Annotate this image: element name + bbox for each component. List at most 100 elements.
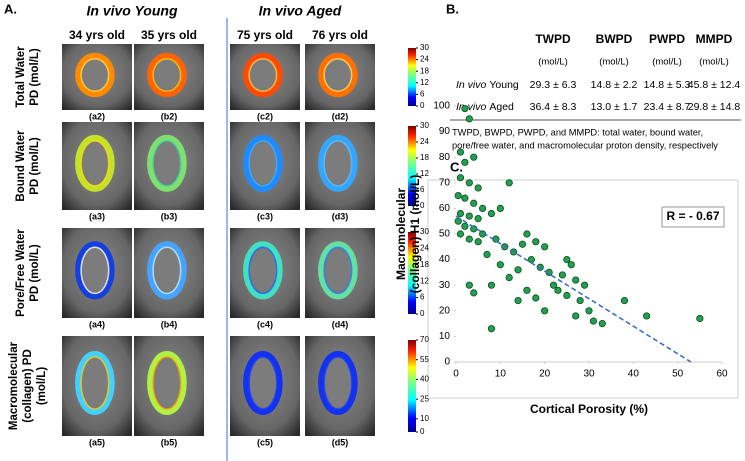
y-tick-label: 40 bbox=[439, 254, 451, 265]
x-tick-label: 40 bbox=[628, 369, 640, 380]
marrow bbox=[326, 60, 350, 90]
table-cell: 14.8 ± 5.3 bbox=[644, 79, 691, 91]
cortex-ring-inner bbox=[152, 246, 182, 295]
cortex-ring bbox=[75, 241, 115, 300]
point bbox=[563, 255, 571, 264]
trendline bbox=[455, 215, 692, 363]
cortex-ring-inner bbox=[248, 58, 278, 92]
row-label: In vivo Young bbox=[456, 79, 519, 91]
point bbox=[572, 312, 580, 320]
point bbox=[454, 192, 462, 200]
chart-frame bbox=[427, 179, 739, 399]
panel-tag: (a5) bbox=[89, 437, 105, 447]
table-header: MMPD bbox=[696, 32, 733, 46]
point bbox=[541, 243, 549, 251]
point bbox=[514, 266, 522, 274]
cortex-ring bbox=[318, 351, 358, 415]
cortex-ring bbox=[318, 241, 358, 300]
point bbox=[585, 307, 593, 315]
point bbox=[474, 238, 482, 246]
point bbox=[567, 261, 575, 269]
panel-label: B. bbox=[446, 1, 459, 16]
cortex-ring bbox=[147, 134, 187, 192]
panel-tag: (d2) bbox=[332, 111, 349, 121]
annotation-box bbox=[661, 206, 725, 228]
colorbar-label: 6 bbox=[420, 90, 425, 99]
x-tick-label: 60 bbox=[716, 369, 728, 380]
annotation: R = - 0.67 bbox=[666, 209, 719, 223]
panel-label: A. bbox=[4, 1, 17, 16]
cortex-ring bbox=[75, 351, 115, 415]
column-header: 34 yrs old bbox=[69, 28, 125, 42]
colorbar-label: 55 bbox=[420, 355, 429, 364]
x-tick-label: 30 bbox=[583, 369, 595, 380]
x-tick-label: 20 bbox=[539, 369, 551, 380]
colorbar-label: 12 bbox=[420, 276, 429, 285]
point bbox=[465, 235, 473, 243]
point bbox=[470, 199, 478, 207]
table-header: PWPD bbox=[649, 32, 685, 46]
colorbar-label: 24 bbox=[420, 137, 429, 146]
point bbox=[532, 294, 540, 302]
marrow bbox=[251, 359, 275, 407]
marrow bbox=[83, 359, 107, 407]
colorbar-label: 0 bbox=[420, 427, 425, 436]
cortex-ring-inner bbox=[323, 356, 353, 410]
panel-tag: (c4) bbox=[257, 319, 273, 329]
panel-tag: (c3) bbox=[257, 211, 273, 221]
point bbox=[643, 312, 651, 320]
panel-tag: (c2) bbox=[257, 111, 273, 121]
y-tick-label: 50 bbox=[439, 229, 451, 240]
marrow bbox=[155, 60, 179, 90]
point bbox=[461, 194, 469, 202]
point bbox=[470, 153, 478, 161]
row-label-text: Aged bbox=[489, 101, 514, 113]
panel-tag: (a3) bbox=[89, 211, 105, 221]
group-header: In vivo Young bbox=[86, 3, 177, 19]
cortex-ring-inner bbox=[80, 140, 110, 187]
table-header: TWPD bbox=[535, 32, 571, 46]
row-label-text: Young bbox=[489, 79, 519, 91]
group-header: In vivo Aged bbox=[259, 3, 342, 19]
colorbar bbox=[408, 232, 416, 314]
colorbar-label: 6 bbox=[420, 293, 425, 302]
table-cell: 45.8 ± 12.4 bbox=[688, 79, 741, 91]
footnote: TWPD, BWPD, PWPD, and MMPD: total water,… bbox=[452, 127, 703, 137]
panel-tag: (b5) bbox=[161, 437, 178, 447]
row-label: Pore/Free Water bbox=[15, 229, 27, 317]
y-tick-label: 60 bbox=[439, 203, 451, 214]
panel-tag: (d3) bbox=[332, 211, 349, 221]
colorbar-label: 24 bbox=[420, 244, 429, 253]
row-label: Bound Water bbox=[15, 130, 27, 202]
colorbar-label: 10 bbox=[420, 414, 429, 423]
panel-tag: (d5) bbox=[332, 437, 349, 447]
point bbox=[456, 174, 465, 182]
y-tick-label: 10 bbox=[439, 331, 451, 342]
cortex-ring bbox=[75, 134, 115, 192]
panel-tag: (b2) bbox=[161, 111, 178, 121]
marrow bbox=[83, 60, 107, 90]
point bbox=[478, 204, 487, 212]
marrow bbox=[155, 359, 179, 407]
row-label: PD (mol/L) bbox=[29, 137, 41, 195]
cortex-ring bbox=[147, 52, 187, 98]
point bbox=[576, 296, 584, 305]
point bbox=[456, 148, 465, 156]
colorbar-label: 30 bbox=[420, 121, 429, 130]
point bbox=[620, 296, 629, 305]
marrow bbox=[251, 249, 275, 292]
point bbox=[465, 281, 473, 289]
point bbox=[589, 317, 598, 325]
y-tick-label: 0 bbox=[444, 357, 450, 368]
point bbox=[474, 184, 482, 192]
y-axis-label: (collagen) H1 (mol/L) bbox=[408, 175, 422, 294]
panel-tag: (a2) bbox=[89, 111, 105, 121]
y-tick-label: 90 bbox=[439, 126, 451, 137]
panel-label: C. bbox=[450, 159, 463, 174]
point bbox=[465, 179, 473, 187]
colorbar-label: 24 bbox=[420, 55, 429, 64]
y-tick-label: 100 bbox=[433, 101, 450, 112]
cortex-ring bbox=[243, 134, 283, 192]
colorbar-label: 30 bbox=[420, 227, 429, 236]
table-unit: (mol/L) bbox=[538, 57, 568, 68]
